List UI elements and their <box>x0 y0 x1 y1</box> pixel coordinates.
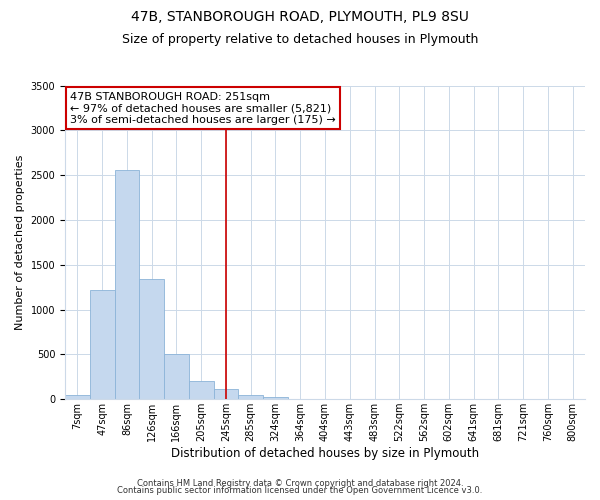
Text: 47B, STANBOROUGH ROAD, PLYMOUTH, PL9 8SU: 47B, STANBOROUGH ROAD, PLYMOUTH, PL9 8SU <box>131 10 469 24</box>
Y-axis label: Number of detached properties: Number of detached properties <box>15 154 25 330</box>
Text: Contains HM Land Registry data © Crown copyright and database right 2024.: Contains HM Land Registry data © Crown c… <box>137 478 463 488</box>
Bar <box>214 390 238 399</box>
Bar <box>115 170 139 399</box>
Bar <box>189 381 214 399</box>
Bar <box>164 354 189 399</box>
Bar <box>65 394 90 399</box>
Bar <box>263 398 288 399</box>
X-axis label: Distribution of detached houses by size in Plymouth: Distribution of detached houses by size … <box>171 447 479 460</box>
Bar <box>238 394 263 399</box>
Bar <box>139 279 164 399</box>
Text: Size of property relative to detached houses in Plymouth: Size of property relative to detached ho… <box>122 32 478 46</box>
Text: Contains public sector information licensed under the Open Government Licence v3: Contains public sector information licen… <box>118 486 482 495</box>
Bar <box>90 290 115 399</box>
Text: 47B STANBOROUGH ROAD: 251sqm
← 97% of detached houses are smaller (5,821)
3% of : 47B STANBOROUGH ROAD: 251sqm ← 97% of de… <box>70 92 336 125</box>
